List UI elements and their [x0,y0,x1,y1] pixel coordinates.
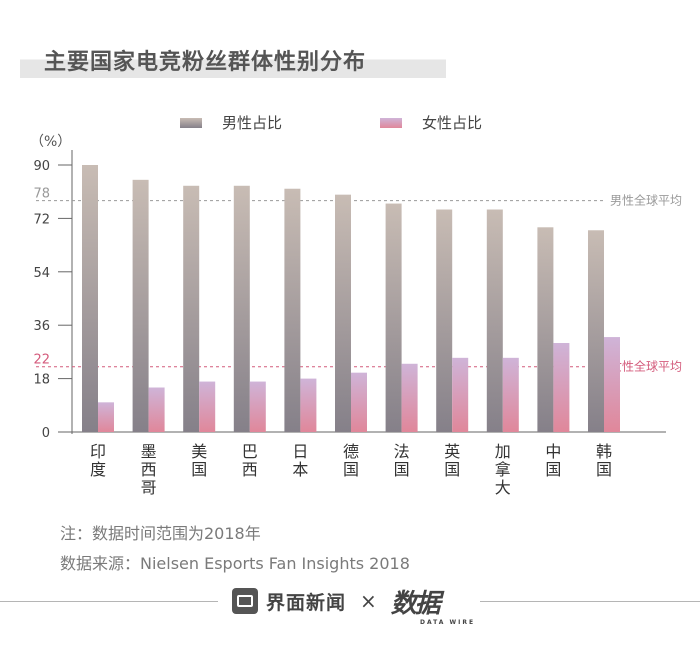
x-tick-label: 韩 [596,442,612,461]
x-tick-label: 本 [292,460,308,479]
footer-divider-left [0,601,218,602]
data-wire-logo: 数据 [390,588,441,619]
bar-female [300,378,317,432]
x-tick-label: 拿 [495,460,511,479]
legend-swatch-female [380,118,402,128]
bar-female [401,363,418,432]
footer-brand: 界面新闻 × 数据 [232,585,441,619]
x-tick-label: 度 [90,460,106,479]
bar-male [233,185,250,432]
x-tick-label: 西 [141,460,157,479]
y-tick-label: 54 [33,266,50,281]
y-axis-unit-label: （%） [30,134,71,150]
brand-name: 界面新闻 [266,591,347,614]
y-tick-label: 0 [42,426,50,441]
x-tick-label: 德 [343,442,359,461]
bar-female [199,381,216,432]
bar-male [82,165,98,432]
x-tick-label: 法 [394,442,410,461]
x-tick-label: 大 [495,478,511,497]
reference-line-label: 男性全球平均 [610,193,682,208]
x-tick-label: 国 [191,460,207,479]
bar-female [148,387,165,432]
x-tick-label: 国 [394,460,410,479]
reference-line-label: 女性全球平均 [610,359,682,374]
legend-label-male: 男性占比 [222,114,282,132]
x-tick-label: 国 [444,460,460,479]
x-tick-label: 加 [495,442,511,461]
title-band [20,44,446,78]
bar-male [385,203,402,432]
x-tick-label: 中 [545,442,561,461]
bar-female [249,381,266,432]
bar-male [588,230,604,432]
jiemian-logo-icon [232,588,258,614]
chart-title: 主要国家电竞粉丝群体性别分布 [44,50,367,75]
bar-male [284,188,301,432]
bar-female [553,343,570,432]
x-tick-label: 美 [191,442,207,461]
reference-tick-label: 78 [33,187,50,202]
bar-female [351,372,367,432]
reference-tick-label: 22 [33,353,50,368]
bar-male [132,179,149,432]
data-wire-logo-sub: DATA WIRE [420,619,476,626]
note-time-range: 注：数据时间范围为2018年 [60,524,261,543]
x-tick-label: 巴 [242,442,258,461]
bar-male [486,209,503,432]
x-tick-label: 国 [545,460,561,479]
legend-label-female: 女性占比 [422,114,482,132]
bar-male [537,227,554,432]
bar-female [452,357,469,432]
note-source: 数据来源：Nielsen Esports Fan Insights 2018 [60,554,410,573]
bar-male [183,185,200,432]
x-tick-label: 哥 [141,478,157,497]
bar-male [436,209,453,432]
x-tick-label: 墨 [141,442,157,461]
y-tick-label: 36 [33,319,50,334]
y-tick-label: 72 [33,212,50,227]
x-tick-label: 西 [242,460,258,479]
bar-male [335,194,351,432]
y-tick-label: 90 [33,159,50,174]
times-separator: × [360,589,377,613]
y-tick-label: 18 [33,373,50,388]
x-tick-label: 英 [444,442,460,461]
x-tick-label: 印 [90,442,106,461]
bar-female [98,402,114,432]
bar-female [502,357,519,432]
footer-divider-right [480,601,700,602]
bar-female [604,337,620,432]
x-tick-label: 日 [292,442,308,461]
legend-swatch-male [180,118,202,128]
x-tick-label: 国 [343,460,359,479]
x-tick-label: 国 [596,460,612,479]
